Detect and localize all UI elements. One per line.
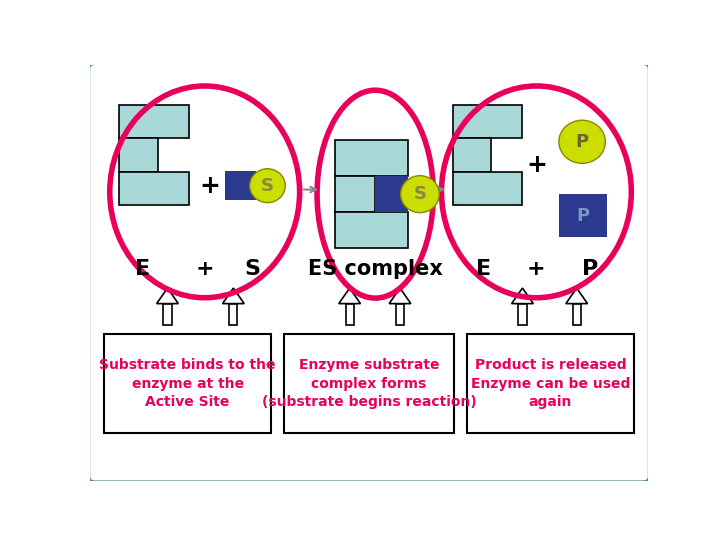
Bar xyxy=(335,176,375,212)
Text: +: + xyxy=(195,259,214,279)
Bar xyxy=(453,138,491,172)
Polygon shape xyxy=(339,288,361,303)
Bar xyxy=(229,303,238,325)
Polygon shape xyxy=(512,288,534,303)
Ellipse shape xyxy=(400,176,439,213)
Bar xyxy=(559,194,607,237)
Bar xyxy=(120,105,189,138)
Text: S: S xyxy=(261,177,274,195)
Text: Product is released
Enzyme can be used
again: Product is released Enzyme can be used a… xyxy=(471,358,630,409)
Text: P: P xyxy=(575,133,589,151)
Polygon shape xyxy=(222,288,244,303)
Text: S: S xyxy=(245,259,261,279)
Bar xyxy=(120,138,158,172)
Bar xyxy=(572,303,581,325)
Bar xyxy=(453,105,523,138)
Bar xyxy=(163,303,171,325)
Ellipse shape xyxy=(559,120,606,164)
Bar xyxy=(453,172,523,205)
Bar xyxy=(225,171,256,200)
Bar xyxy=(467,334,634,433)
Text: +: + xyxy=(199,174,220,199)
Text: P: P xyxy=(582,259,598,279)
Text: Enzyme substrate
complex forms
(substrate begins reaction): Enzyme substrate complex forms (substrat… xyxy=(261,358,477,409)
Bar xyxy=(104,334,271,433)
Text: Substrate binds to the
enzyme at the
Active Site: Substrate binds to the enzyme at the Act… xyxy=(99,358,276,409)
Polygon shape xyxy=(389,288,411,303)
FancyBboxPatch shape xyxy=(89,63,649,482)
Polygon shape xyxy=(157,288,179,303)
Text: +: + xyxy=(526,153,546,177)
Bar xyxy=(375,176,408,212)
Text: E: E xyxy=(135,259,150,279)
Bar xyxy=(120,172,189,205)
Text: P: P xyxy=(576,207,590,225)
Text: S: S xyxy=(413,185,426,203)
Bar xyxy=(396,303,404,325)
Text: E: E xyxy=(476,259,491,279)
Bar xyxy=(346,303,354,325)
Bar xyxy=(335,140,408,176)
Bar xyxy=(284,334,454,433)
Polygon shape xyxy=(566,288,588,303)
Bar xyxy=(518,303,526,325)
Text: ES complex: ES complex xyxy=(307,259,443,279)
Ellipse shape xyxy=(250,168,285,202)
Bar xyxy=(335,212,408,248)
Text: +: + xyxy=(527,259,546,279)
